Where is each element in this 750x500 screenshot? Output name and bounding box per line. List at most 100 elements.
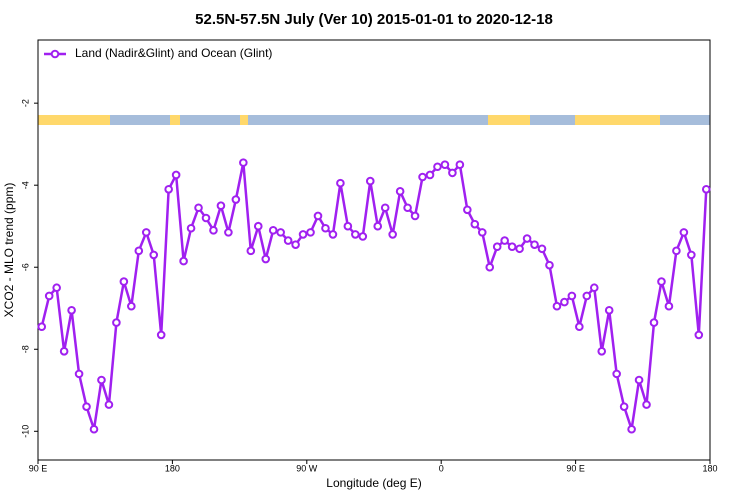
point (380, 203, 390, 213)
point (425, 170, 435, 180)
point (530, 240, 539, 249)
point (358, 232, 368, 241)
point (283, 236, 293, 245)
y-tick-label: -2 (20, 99, 30, 107)
point (642, 400, 651, 409)
point (59, 347, 69, 356)
point (492, 242, 502, 252)
point (470, 219, 480, 229)
point (209, 226, 218, 235)
plot-frame (37, 39, 711, 461)
legend-label: Land (Nadir&Glint) and Ocean (Glint) (75, 46, 272, 60)
point (552, 301, 562, 311)
x-axis-label: Longitude (deg E) (326, 476, 421, 490)
point (201, 213, 211, 223)
point (582, 291, 592, 301)
point (455, 160, 465, 169)
x-tick-label: 90 W (296, 463, 318, 473)
point (37, 322, 47, 331)
point (149, 250, 159, 260)
point (321, 223, 330, 233)
land-ocean-strip (38, 115, 710, 125)
point (246, 246, 256, 256)
point (575, 322, 584, 331)
point (537, 244, 547, 254)
point (156, 330, 166, 340)
series-line (40, 161, 708, 430)
x-tick-label: 0 (439, 463, 444, 473)
point (276, 228, 285, 237)
point (373, 221, 383, 231)
point (313, 211, 323, 221)
point (403, 203, 412, 213)
point (351, 230, 360, 239)
point (89, 424, 99, 434)
point (127, 301, 136, 311)
point (619, 402, 629, 411)
x-tick-label: 90 E (566, 463, 585, 473)
point (485, 262, 495, 272)
y-tick-label: -8 (20, 345, 30, 353)
point (649, 318, 659, 327)
point (395, 187, 405, 196)
point (171, 170, 181, 180)
point (477, 228, 487, 237)
point (410, 211, 420, 221)
point (253, 221, 263, 231)
point (194, 203, 203, 213)
point (112, 318, 121, 327)
point (634, 375, 644, 385)
point (179, 256, 188, 266)
chart-title: 52.5N-57.5N July (Ver 10) 2015-01-01 to … (195, 11, 553, 28)
x-tick-label: 90 E (29, 463, 48, 473)
point (418, 172, 427, 182)
point (657, 277, 666, 286)
point (216, 201, 226, 211)
point (433, 162, 442, 172)
point (589, 283, 599, 293)
x-tick-label: 180 (702, 463, 717, 473)
point (164, 184, 173, 194)
point (141, 228, 151, 237)
point (336, 178, 345, 188)
point (104, 400, 114, 409)
point (119, 277, 129, 286)
point (560, 297, 569, 307)
point (343, 221, 353, 231)
point (261, 254, 271, 264)
point (306, 228, 315, 237)
point (388, 230, 397, 239)
y-tick-label: -6 (20, 263, 30, 271)
y-tick-label: -10 (20, 425, 30, 438)
point (365, 176, 375, 186)
point (224, 228, 233, 237)
point (44, 291, 54, 301)
point (522, 234, 532, 243)
point (545, 260, 554, 270)
point (567, 291, 577, 301)
point (701, 184, 711, 194)
point (328, 230, 338, 239)
point (694, 330, 704, 340)
point (507, 242, 517, 252)
point (448, 168, 457, 178)
point (612, 369, 621, 379)
point (463, 205, 472, 215)
x-tick-label: 180 (165, 463, 180, 473)
point (239, 158, 248, 167)
point (74, 369, 84, 379)
point (672, 246, 681, 256)
point (627, 424, 636, 434)
point (687, 250, 696, 260)
point (298, 230, 308, 239)
point (268, 226, 278, 235)
point (82, 402, 91, 411)
point (231, 195, 241, 204)
point (440, 160, 450, 169)
point (664, 301, 674, 311)
point (604, 305, 614, 315)
point (291, 240, 300, 249)
point (134, 246, 144, 256)
point (67, 305, 76, 315)
